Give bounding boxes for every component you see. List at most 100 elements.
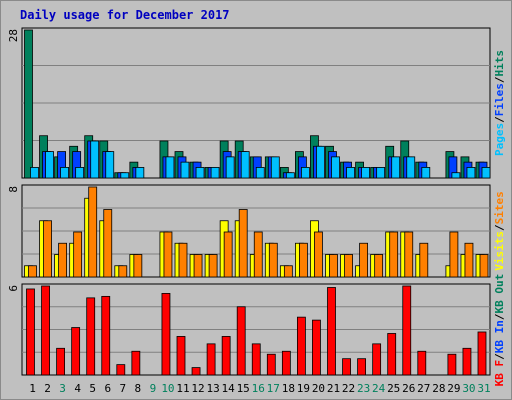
bar-sites-day-20: [314, 231, 323, 278]
panel-hits-files-pages: 28: [7, 27, 491, 179]
bar-pages-day-17: [270, 156, 280, 179]
bar-sites-day-1: [28, 265, 37, 278]
x-tick-label: 14: [222, 382, 236, 395]
x-tick-label: 22: [342, 382, 355, 395]
bar-kb-f-day-25: [387, 333, 397, 376]
bar-kb-f-day-12: [191, 367, 201, 376]
bar-sites-day-18: [283, 265, 293, 278]
x-tick-label: 29: [447, 382, 460, 395]
bar-pages-day-12: [195, 167, 205, 179]
bar-pages-day-7: [120, 172, 130, 179]
x-tick-label: 2: [44, 382, 51, 395]
bar-sites-day-3: [58, 242, 67, 278]
bar-sites-day-15: [238, 209, 248, 278]
bar-pages-day-20: [316, 145, 325, 179]
bar-pages-day-2: [45, 151, 54, 179]
bar-pages-day-5: [90, 140, 100, 179]
bar-kb-f-day-22: [342, 358, 351, 376]
bar-sites-day-6: [103, 209, 113, 278]
bar-sites-day-22: [344, 254, 353, 278]
legend-visits-sites: Visits/Sites: [493, 191, 506, 271]
x-tick-label: 23: [357, 382, 370, 395]
bar-sites-day-10: [163, 231, 173, 278]
bar-kb-f-day-27: [417, 350, 427, 376]
legend-separator: /: [493, 353, 506, 360]
bar-pages-day-4: [75, 167, 85, 179]
bar-kb-f-day-14: [221, 336, 231, 376]
bar-pages-day-26: [406, 156, 416, 179]
legend-item-sites: Sites: [493, 191, 506, 224]
bar-kb-f-day-29: [447, 353, 457, 376]
panel-kbytes: 6: [7, 283, 491, 376]
bar-sites-day-30: [464, 242, 474, 278]
bar-kb-f-day-24: [372, 343, 382, 376]
bar-sites-day-23: [359, 242, 369, 278]
bar-pages-day-10: [165, 156, 175, 179]
ymax-label: 8: [7, 186, 20, 193]
bar-pages-day-24: [376, 167, 386, 179]
x-tick-label: 5: [89, 382, 96, 395]
x-tick-label: 7: [119, 382, 126, 395]
x-tick-label: 28: [432, 382, 445, 395]
bar-sites-day-27: [419, 242, 429, 278]
bar-sites-day-24: [374, 254, 384, 278]
bar-kb-f-day-17: [266, 353, 276, 376]
x-tick-label: 18: [282, 382, 295, 395]
x-tick-label: 12: [191, 382, 204, 395]
bar-pages-day-13: [210, 167, 220, 179]
x-tick-label: 27: [417, 382, 430, 395]
bar-sites-day-16: [253, 231, 263, 278]
x-tick-label: 8: [135, 382, 142, 395]
legend-item-visits: Visits: [493, 231, 506, 271]
bar-kb-f-day-18: [281, 350, 291, 376]
bar-pages-day-22: [346, 167, 355, 179]
bar-pages-day-18: [285, 172, 295, 179]
legend-separator: /: [493, 313, 506, 320]
bar-kb-f-day-30: [462, 347, 472, 376]
bar-pages-day-15: [240, 151, 250, 179]
bar-sites-day-14: [223, 231, 233, 278]
bar-sites-day-5: [88, 186, 98, 278]
bar-kb-f-day-4: [71, 327, 81, 376]
bar-pages-day-27: [421, 167, 431, 179]
panel-visits-sites: 8: [7, 184, 491, 278]
bar-kb-f-day-10: [161, 293, 171, 376]
bar-kb-f-day-11: [176, 336, 186, 376]
x-tick-label: 10: [161, 382, 174, 395]
x-tick-label: 13: [206, 382, 219, 395]
bar-hits-day-1: [24, 29, 33, 179]
bar-sites-day-26: [404, 231, 414, 278]
bar-pages-day-19: [300, 167, 310, 179]
legend-item-files: Files: [493, 83, 506, 116]
bar-sites-day-13: [208, 254, 218, 278]
bar-sites-day-2: [43, 220, 52, 278]
legend-separator: /: [493, 76, 506, 83]
bar-pages-day-14: [225, 156, 235, 179]
bar-kb-f-day-15: [236, 306, 246, 376]
x-tick-label: 4: [74, 382, 81, 395]
legend-separator: /: [493, 116, 506, 123]
x-tick-label: 25: [387, 382, 400, 395]
x-tick-label: 21: [327, 382, 340, 395]
ymax-label: 28: [7, 29, 20, 42]
bar-pages-day-23: [361, 167, 371, 179]
bar-kb-f-day-3: [56, 347, 65, 376]
bar-pages-day-21: [331, 156, 340, 179]
legend-separator: /: [493, 224, 506, 231]
bar-sites-day-19: [298, 242, 308, 278]
bar-pages-day-16: [255, 167, 265, 179]
bar-sites-day-11: [178, 242, 188, 278]
legend-item-kb-f: KB F: [493, 360, 506, 387]
x-tick-label: 3: [59, 382, 66, 395]
bar-sites-day-7: [118, 265, 128, 278]
x-tick-label: 11: [176, 382, 189, 395]
bar-sites-day-8: [133, 254, 143, 278]
x-tick-label: 17: [267, 382, 280, 395]
bar-kb-f-day-1: [26, 288, 35, 376]
bar-sites-day-4: [73, 231, 83, 278]
bar-pages-day-11: [180, 161, 190, 179]
bar-pages-day-25: [391, 156, 401, 179]
bar-pages-day-1: [30, 167, 39, 179]
x-tick-label: 16: [252, 382, 265, 395]
